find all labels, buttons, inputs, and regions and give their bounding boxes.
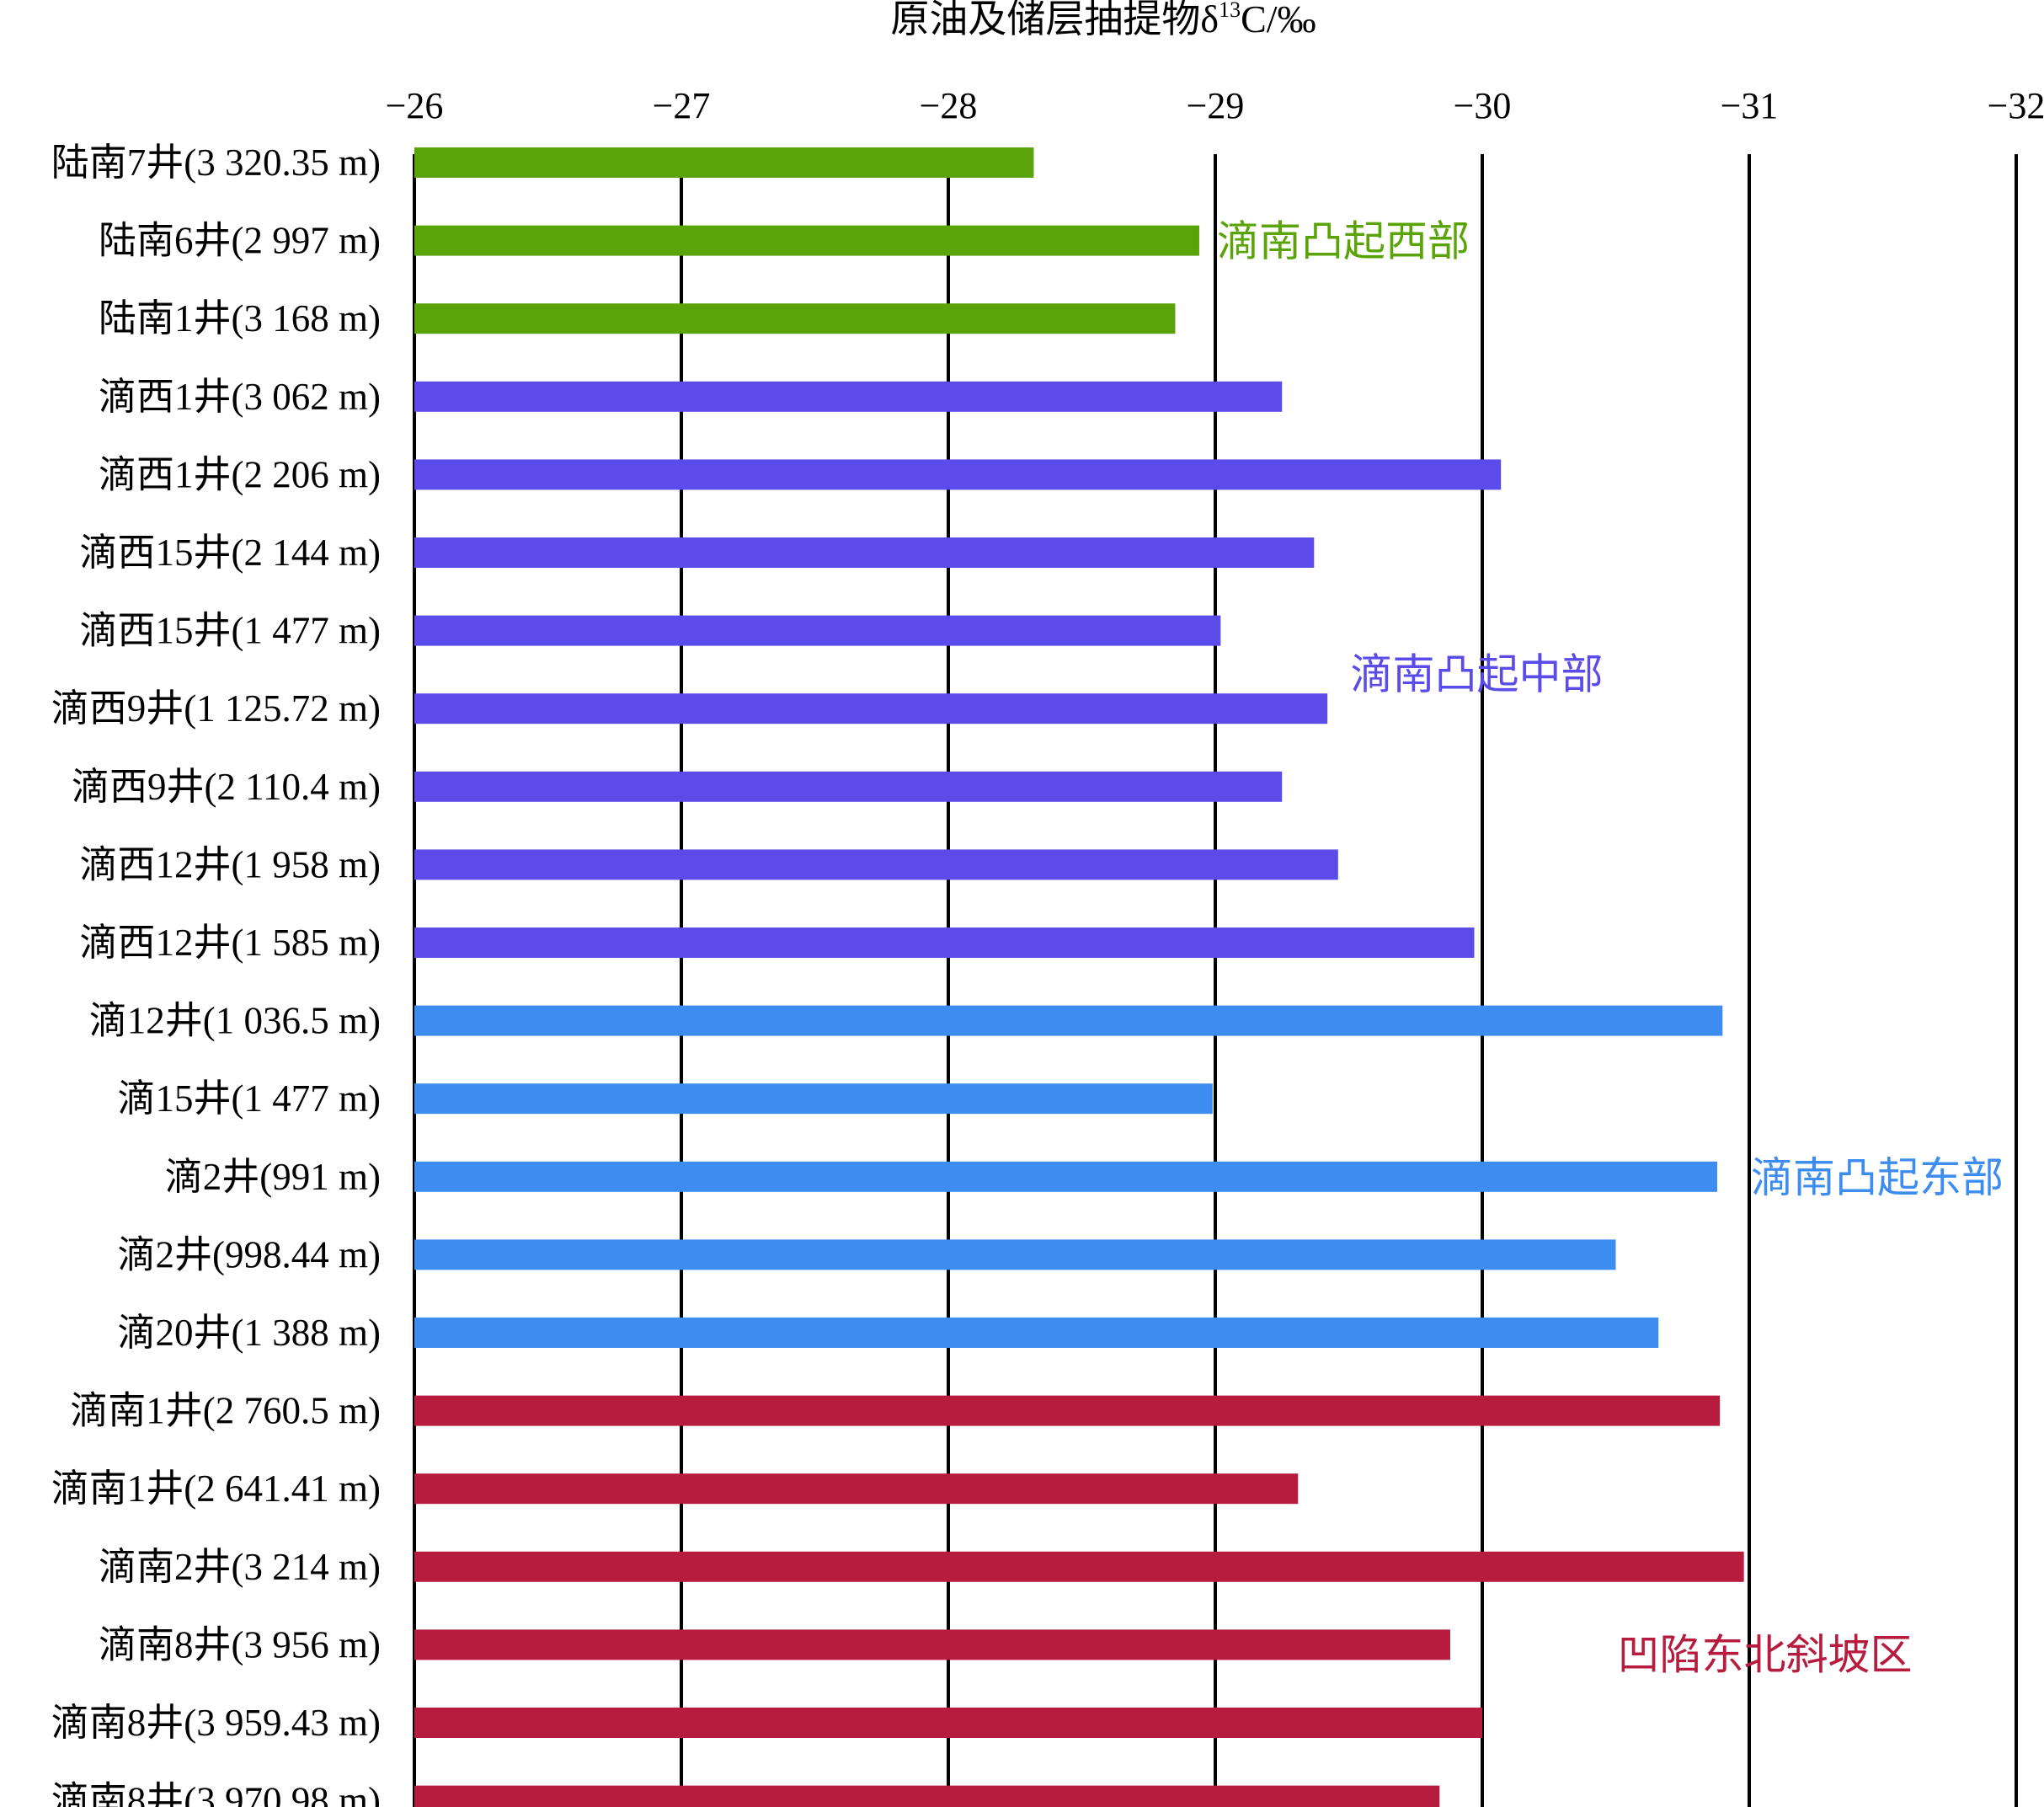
category-labels: 陆南7井(3 320.35 m) 陆南6井(2 997 m) 陆南1井(3 168 …	[51, 142, 381, 1807]
category-label: 滴西15井(2 144 m)	[80, 532, 381, 574]
x-tick-label: −29	[1187, 85, 1245, 126]
category-label: 滴南8井(3 956 m)	[99, 1623, 381, 1665]
bar	[414, 849, 1338, 880]
bar	[414, 1708, 1482, 1738]
bar	[414, 225, 1199, 256]
group-label: 滴南凸起西部	[1217, 218, 1470, 265]
bar	[414, 147, 1034, 178]
bar	[414, 1239, 1616, 1270]
bar	[414, 1629, 1450, 1660]
x-tick-label: −26	[386, 85, 444, 126]
group-label: 滴南凸起中部	[1351, 651, 1604, 698]
bar	[414, 381, 1283, 412]
x-tick-label: −32	[1988, 85, 2044, 126]
bar	[414, 693, 1328, 724]
x-tick-label: −27	[653, 85, 711, 126]
bar	[414, 1318, 1659, 1348]
category-label: 滴南1井(2 641.41 m)	[51, 1468, 381, 1510]
x-tick-label: −31	[1721, 85, 1779, 126]
bar	[414, 459, 1502, 490]
category-label: 陆南6井(2 997 m)	[99, 220, 381, 262]
category-label: 滴南1井(2 760.5 m)	[70, 1390, 381, 1432]
category-label: 滴2井(991 m)	[165, 1156, 381, 1198]
bar	[414, 1473, 1299, 1505]
bar	[414, 615, 1221, 646]
bar	[414, 1785, 1440, 1807]
bar	[414, 1395, 1721, 1426]
category-label: 滴西1井(2 206 m)	[99, 453, 381, 495]
category-label: 滴南8井(3 959.43 m)	[51, 1702, 381, 1744]
group-label: 滴南凸起东部	[1751, 1154, 2004, 1201]
bars	[414, 147, 1744, 1807]
category-label: 滴15井(1 477 m)	[118, 1077, 381, 1120]
group-label: 凹陷东北斜坡区	[1618, 1632, 1913, 1679]
x-tick-label: −30	[1454, 85, 1512, 126]
axis-title: 原油及储层抽提物δ13C/‰	[890, 0, 1316, 40]
x-tick-label: −28	[920, 85, 978, 126]
category-label: 滴西9井(1 125.72 m)	[51, 687, 381, 730]
bar	[414, 303, 1176, 334]
gridlines	[413, 154, 2018, 1807]
bar	[414, 1005, 1723, 1036]
bar	[414, 537, 1315, 568]
category-label: 滴西12井(1 958 m)	[80, 843, 381, 885]
bar	[414, 928, 1475, 958]
category-label: 陆南7井(3 320.35 m)	[51, 142, 381, 184]
category-label: 滴12井(1 036.5 m)	[89, 1000, 381, 1042]
category-label: 滴西9井(2 110.4 m)	[72, 766, 381, 808]
bar	[414, 1551, 1744, 1582]
x-axis-ticks: −26 −27 −28 −29 −30 −31 −32	[386, 85, 2044, 126]
bar	[414, 771, 1283, 802]
category-label: 陆南1井(3 168 m)	[99, 297, 381, 339]
category-label: 滴2井(998.44 m)	[118, 1233, 381, 1275]
category-label: 滴南8井(3 970.98 m)	[51, 1780, 381, 1807]
bar	[414, 1083, 1213, 1115]
bar	[414, 1161, 1717, 1192]
category-label: 滴20井(1 388 m)	[118, 1312, 381, 1354]
category-label: 滴南2井(3 214 m)	[99, 1546, 381, 1588]
category-label: 滴西1井(3 062 m)	[99, 376, 381, 418]
category-label: 滴西12井(1 585 m)	[80, 922, 381, 964]
category-label: 滴西15井(1 477 m)	[80, 610, 381, 652]
